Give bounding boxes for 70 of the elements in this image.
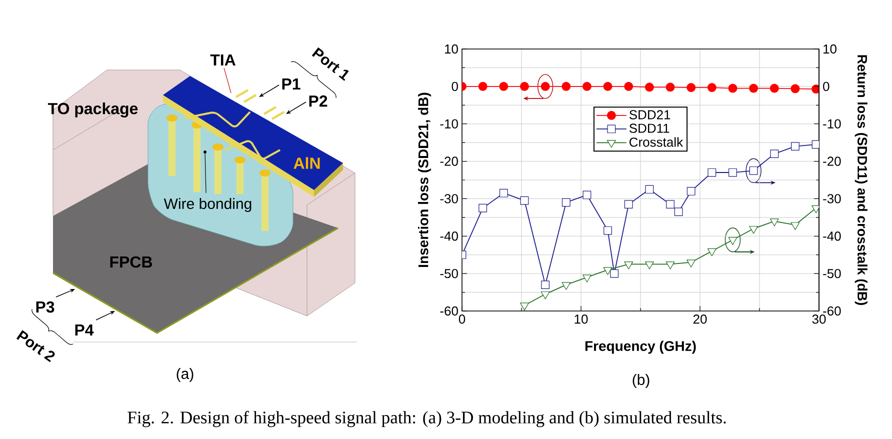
y2-tick-label: -20	[823, 156, 841, 166]
text: (b)	[632, 374, 650, 388]
text: FPCB	[110, 256, 152, 268]
point	[478, 204, 488, 212]
y2-tick-label: 0	[823, 82, 830, 92]
point	[707, 248, 716, 256]
text: P3	[36, 301, 54, 313]
point	[541, 280, 550, 289]
point	[645, 185, 654, 194]
point	[603, 267, 612, 275]
x-tick-label: 0	[458, 314, 466, 324]
x-tick-label: 10	[574, 314, 588, 324]
point	[582, 274, 592, 282]
point	[624, 200, 633, 209]
point	[686, 187, 696, 196]
y-tick-label: -10	[440, 119, 458, 128]
text: Port 1	[312, 47, 349, 81]
legend-label: Crosstalk	[630, 137, 684, 147]
y-tick-label: -20	[440, 156, 458, 166]
point	[644, 262, 654, 270]
text: P1	[282, 78, 300, 90]
legend-label: SDD11	[629, 124, 670, 133]
y2-tick-label: -50	[823, 268, 841, 278]
text: AlN	[294, 157, 320, 169]
point	[770, 150, 779, 158]
text: Port 2	[16, 330, 55, 362]
text: P2	[309, 95, 328, 107]
point	[674, 208, 683, 216]
point	[666, 262, 675, 270]
x-tick-label: 20	[693, 314, 707, 324]
point	[604, 226, 612, 235]
text: TIA	[210, 54, 236, 66]
text: TO package	[48, 102, 138, 118]
y2-tick-label: -60	[823, 306, 841, 316]
x-tick-label: 30	[812, 314, 826, 324]
text: P4	[75, 324, 94, 336]
point	[728, 168, 737, 177]
y2-axis-title: Return loss (SDD11) and crosstalk (dB)	[854, 55, 868, 305]
text: (a)	[176, 368, 194, 382]
caption: Fig. 2. Design of high-speed signal path: (a) 3-D modeling and (b) simulated results.	[128, 410, 726, 428]
point	[624, 262, 634, 270]
y2-tick-label: -10	[823, 119, 841, 128]
point	[540, 291, 550, 300]
point	[610, 269, 619, 278]
point	[562, 198, 570, 207]
y-tick-label: 0	[452, 82, 458, 92]
y2-tick-label: -30	[823, 194, 841, 204]
point	[582, 190, 592, 200]
y-tick-label: -50	[440, 268, 458, 278]
text: Wire bonding	[164, 198, 252, 212]
point	[708, 168, 716, 177]
point	[520, 302, 529, 310]
point	[791, 142, 800, 151]
point	[686, 260, 696, 268]
y-tick-label: -40	[440, 232, 458, 241]
y2-tick-label: -40	[823, 232, 841, 241]
legend-label: SDD21	[629, 110, 670, 120]
y-tick-label: 10	[445, 44, 458, 54]
point	[749, 226, 758, 234]
x-axis-title: Frequency (GHz)	[585, 340, 696, 354]
y-tick-label: -60	[440, 306, 458, 316]
point	[770, 218, 779, 226]
y2-tick-label: 10	[824, 44, 836, 54]
point	[790, 222, 800, 230]
point	[562, 282, 571, 290]
y-axis-title: Insertion loss (SDD21, dB)	[418, 92, 432, 267]
point	[666, 200, 674, 209]
point	[520, 196, 529, 205]
y-tick-label: -30	[440, 194, 458, 204]
point	[499, 188, 508, 198]
